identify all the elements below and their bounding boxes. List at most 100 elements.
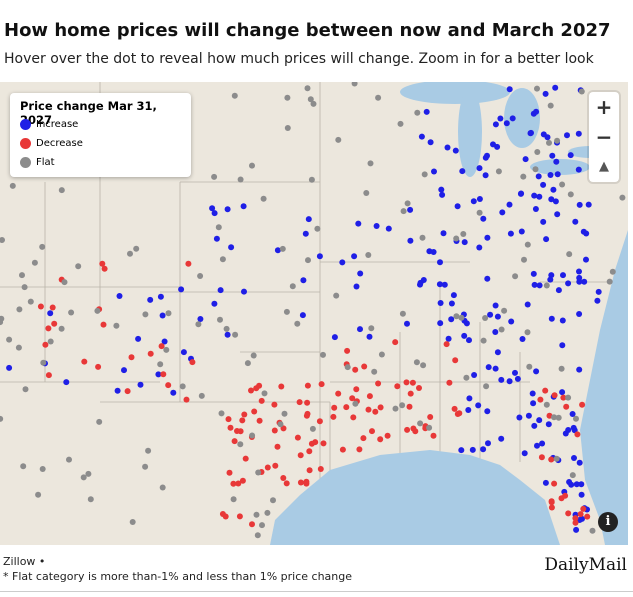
map-dot[interactable]: [440, 230, 447, 237]
map-dot[interactable]: [470, 198, 477, 205]
map-dot[interactable]: [279, 245, 286, 252]
map-dot[interactable]: [469, 446, 476, 453]
map-dot[interactable]: [165, 382, 172, 389]
map-dot[interactable]: [568, 481, 575, 488]
map-dot[interactable]: [569, 472, 576, 479]
map-dot[interactable]: [480, 446, 487, 453]
map-dot[interactable]: [373, 223, 380, 229]
map-dot[interactable]: [129, 519, 136, 525]
map-dot[interactable]: [305, 216, 312, 223]
map-dot[interactable]: [63, 379, 70, 386]
map-dot[interactable]: [160, 371, 167, 378]
map-dot[interactable]: [331, 404, 338, 411]
map-dot[interactable]: [314, 225, 321, 232]
map-dot[interactable]: [237, 176, 244, 183]
map-dot[interactable]: [317, 466, 324, 472]
map-dot[interactable]: [452, 357, 459, 364]
map-dot[interactable]: [480, 215, 487, 222]
map-dot[interactable]: [37, 303, 44, 310]
map-dot[interactable]: [547, 276, 554, 283]
map-dot[interactable]: [365, 406, 372, 413]
map-dot[interactable]: [554, 171, 561, 178]
map-dot[interactable]: [578, 481, 585, 488]
map-dot[interactable]: [456, 410, 463, 417]
map-dot[interactable]: [475, 402, 482, 409]
map-dot[interactable]: [27, 298, 34, 305]
map-dot[interactable]: [543, 401, 550, 408]
map-dot[interactable]: [307, 96, 314, 103]
map-dot[interactable]: [576, 278, 583, 285]
map-dot[interactable]: [413, 359, 420, 366]
map-dot[interactable]: [296, 399, 303, 406]
map-dot[interactable]: [476, 165, 483, 172]
map-dot[interactable]: [259, 522, 265, 529]
map-dot[interactable]: [299, 312, 306, 319]
map-dot[interactable]: [260, 195, 267, 202]
map-dot[interactable]: [49, 304, 56, 311]
map-dot[interactable]: [157, 361, 164, 368]
map-dot[interactable]: [309, 425, 316, 432]
map-dot[interactable]: [284, 125, 291, 131]
map-dot[interactable]: [224, 206, 231, 213]
reset-north[interactable]: ▲: [590, 153, 618, 181]
map-dot[interactable]: [423, 108, 430, 115]
map-dot[interactable]: [438, 186, 445, 193]
map-dot[interactable]: [430, 432, 437, 439]
map-dot[interactable]: [211, 300, 218, 307]
map-dot[interactable]: [417, 420, 424, 427]
map-dot[interactable]: [580, 228, 587, 235]
map-dot[interactable]: [548, 272, 555, 279]
map-dot[interactable]: [197, 273, 204, 279]
info-button[interactable]: i: [598, 512, 618, 532]
map-dot[interactable]: [165, 310, 172, 317]
map-dot[interactable]: [137, 381, 144, 388]
map-dot[interactable]: [404, 426, 411, 433]
map-dot[interactable]: [248, 387, 254, 394]
map-dot[interactable]: [21, 284, 28, 291]
map-dot[interactable]: [419, 234, 426, 241]
map-dot[interactable]: [407, 206, 414, 213]
map-dot[interactable]: [572, 519, 579, 526]
map-dot[interactable]: [559, 389, 566, 396]
map-dot[interactable]: [310, 100, 317, 107]
map-dot[interactable]: [480, 337, 487, 344]
map-dot[interactable]: [304, 399, 311, 406]
map-dot[interactable]: [6, 336, 13, 343]
map-dot[interactable]: [609, 268, 616, 275]
map-dot[interactable]: [459, 168, 466, 175]
map-dot[interactable]: [170, 389, 177, 396]
map-dot[interactable]: [147, 350, 154, 357]
map-dot[interactable]: [215, 224, 222, 231]
map-dot[interactable]: [58, 187, 65, 194]
map-dot[interactable]: [45, 372, 52, 379]
map-dot[interactable]: [498, 326, 505, 333]
map-dot[interactable]: [426, 424, 433, 431]
map-dot[interactable]: [294, 434, 301, 441]
map-dot[interactable]: [400, 208, 407, 215]
map-dot[interactable]: [237, 441, 244, 448]
map-dot[interactable]: [274, 443, 281, 450]
map-dot[interactable]: [271, 427, 278, 434]
map-dot[interactable]: [19, 272, 25, 279]
map-dot[interactable]: [444, 144, 451, 151]
map-dot[interactable]: [399, 402, 406, 409]
map-dot[interactable]: [51, 320, 58, 327]
zoom-in[interactable]: +: [590, 93, 618, 121]
map-dot[interactable]: [394, 383, 401, 390]
map-dot[interactable]: [560, 272, 566, 279]
map-dot[interactable]: [235, 480, 242, 487]
map-dot[interactable]: [458, 447, 465, 454]
map-dot[interactable]: [492, 365, 499, 372]
map-dot[interactable]: [40, 359, 47, 366]
map-dot[interactable]: [466, 337, 472, 344]
map-dot[interactable]: [209, 205, 216, 212]
map-dot[interactable]: [531, 422, 538, 429]
map-dot[interactable]: [339, 259, 346, 266]
map-dot[interactable]: [562, 430, 569, 437]
map-dot[interactable]: [553, 158, 560, 165]
map-dot[interactable]: [113, 322, 120, 329]
map-dot[interactable]: [306, 467, 313, 474]
map-dot[interactable]: [540, 218, 547, 225]
map-dot[interactable]: [357, 270, 364, 277]
map-dot[interactable]: [271, 401, 278, 408]
